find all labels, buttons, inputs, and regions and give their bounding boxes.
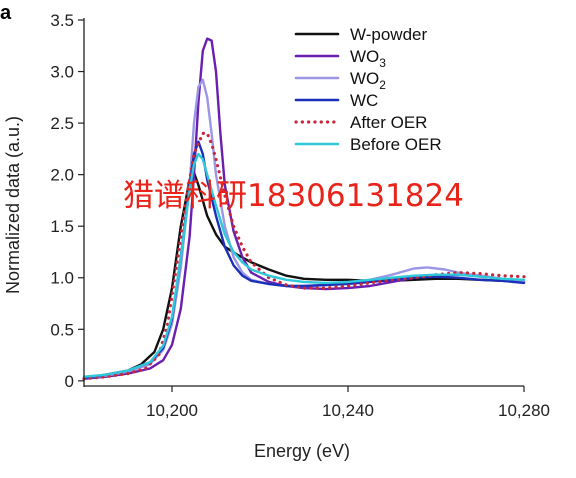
x-tick-label: 10,240 (322, 401, 374, 420)
y-tick-label: 1.5 (50, 217, 74, 236)
y-tick-label: 1.0 (50, 269, 74, 288)
y-tick-label: 3.0 (50, 63, 74, 82)
y-tick-label: 3.5 (50, 11, 74, 30)
legend-label-wo3: WO3 (350, 47, 386, 70)
y-tick-label: 2.5 (50, 114, 74, 133)
series-line-wo2 (82, 78, 526, 379)
legend-label-before-oer: Before OER (350, 135, 442, 154)
series-line-before-oer (82, 152, 526, 378)
axes: 0 0.5 1.0 1.5 2.0 2.5 3.0 3.5 10,200 10,240 10,280 (50, 11, 550, 420)
x-axis-title: Energy (eV) (254, 441, 350, 461)
y-tick-label: 2.0 (50, 166, 74, 185)
y-tick-label: 0 (65, 372, 74, 391)
legend-label-wo2: WO2 (350, 69, 386, 92)
x-tick-label: 10,280 (498, 401, 550, 420)
y-axis-title: Normalized data (a.u.) (3, 116, 23, 294)
x-tick-label: 10,200 (146, 401, 198, 420)
y-tick-label: 0.5 (50, 320, 74, 339)
panel-label: a (0, 2, 12, 24)
legend-label-wc: WC (350, 91, 378, 110)
legend-label-w-powder: W-powder (350, 25, 427, 44)
series-line-after-oer (82, 131, 526, 381)
plot-area (82, 37, 526, 381)
legend-label-after-oer: After OER (350, 113, 427, 132)
watermark: 猎谱科研18306131824 (123, 178, 464, 214)
